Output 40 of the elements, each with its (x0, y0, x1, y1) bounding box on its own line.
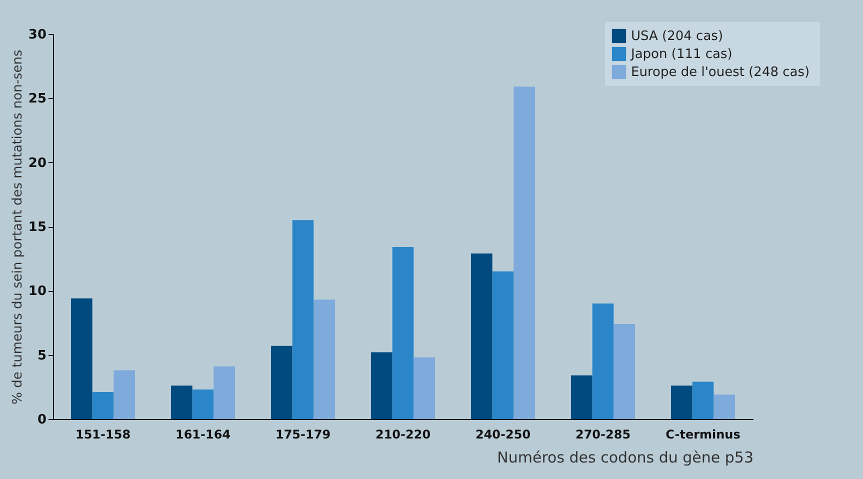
x-tick-label: 161-164 (175, 428, 231, 442)
bar (314, 300, 335, 419)
bar (592, 304, 614, 419)
bar (514, 86, 535, 419)
bar (392, 247, 414, 419)
y-tick-label: 0 (37, 412, 46, 428)
bar (471, 253, 492, 419)
bar (714, 394, 735, 419)
bar (492, 271, 514, 419)
x-tick-label: 210-220 (375, 428, 431, 442)
bar (671, 386, 692, 419)
bar (292, 220, 314, 419)
x-tick-label: 151-158 (75, 428, 131, 442)
x-tick-label: 240-250 (475, 428, 531, 442)
y-tick-label: 10 (28, 284, 46, 300)
y-axis-title: % de tumeurs du sein portant des mutations non-sens (10, 49, 26, 404)
x-tick-label: 270-285 (575, 428, 631, 442)
bar (114, 370, 135, 419)
x-axis-title: Numéros des codons du gène p53 (497, 448, 754, 466)
legend-label: Europe de l'ouest (248 cas) (631, 65, 810, 80)
bar (171, 386, 192, 419)
bar (214, 366, 235, 419)
y-tick-label: 20 (28, 156, 46, 171)
bar (192, 389, 214, 419)
x-tick-label: 175-179 (275, 428, 331, 442)
bar (571, 375, 592, 419)
legend-label: Japon (111 cas) (630, 47, 732, 62)
bar (692, 382, 714, 419)
bar (71, 298, 92, 419)
legend-label: USA (204 cas) (631, 29, 724, 44)
bar (271, 346, 292, 419)
bar (92, 392, 114, 419)
bar (371, 352, 392, 419)
bar (614, 324, 635, 419)
x-tick-label: C-terminus (666, 428, 740, 442)
y-tick-label: 30 (28, 28, 46, 42)
y-tick-label: 25 (28, 92, 46, 107)
y-tick-label: 5 (37, 348, 46, 364)
bar (414, 357, 435, 419)
y-tick-label: 15 (28, 220, 46, 235)
